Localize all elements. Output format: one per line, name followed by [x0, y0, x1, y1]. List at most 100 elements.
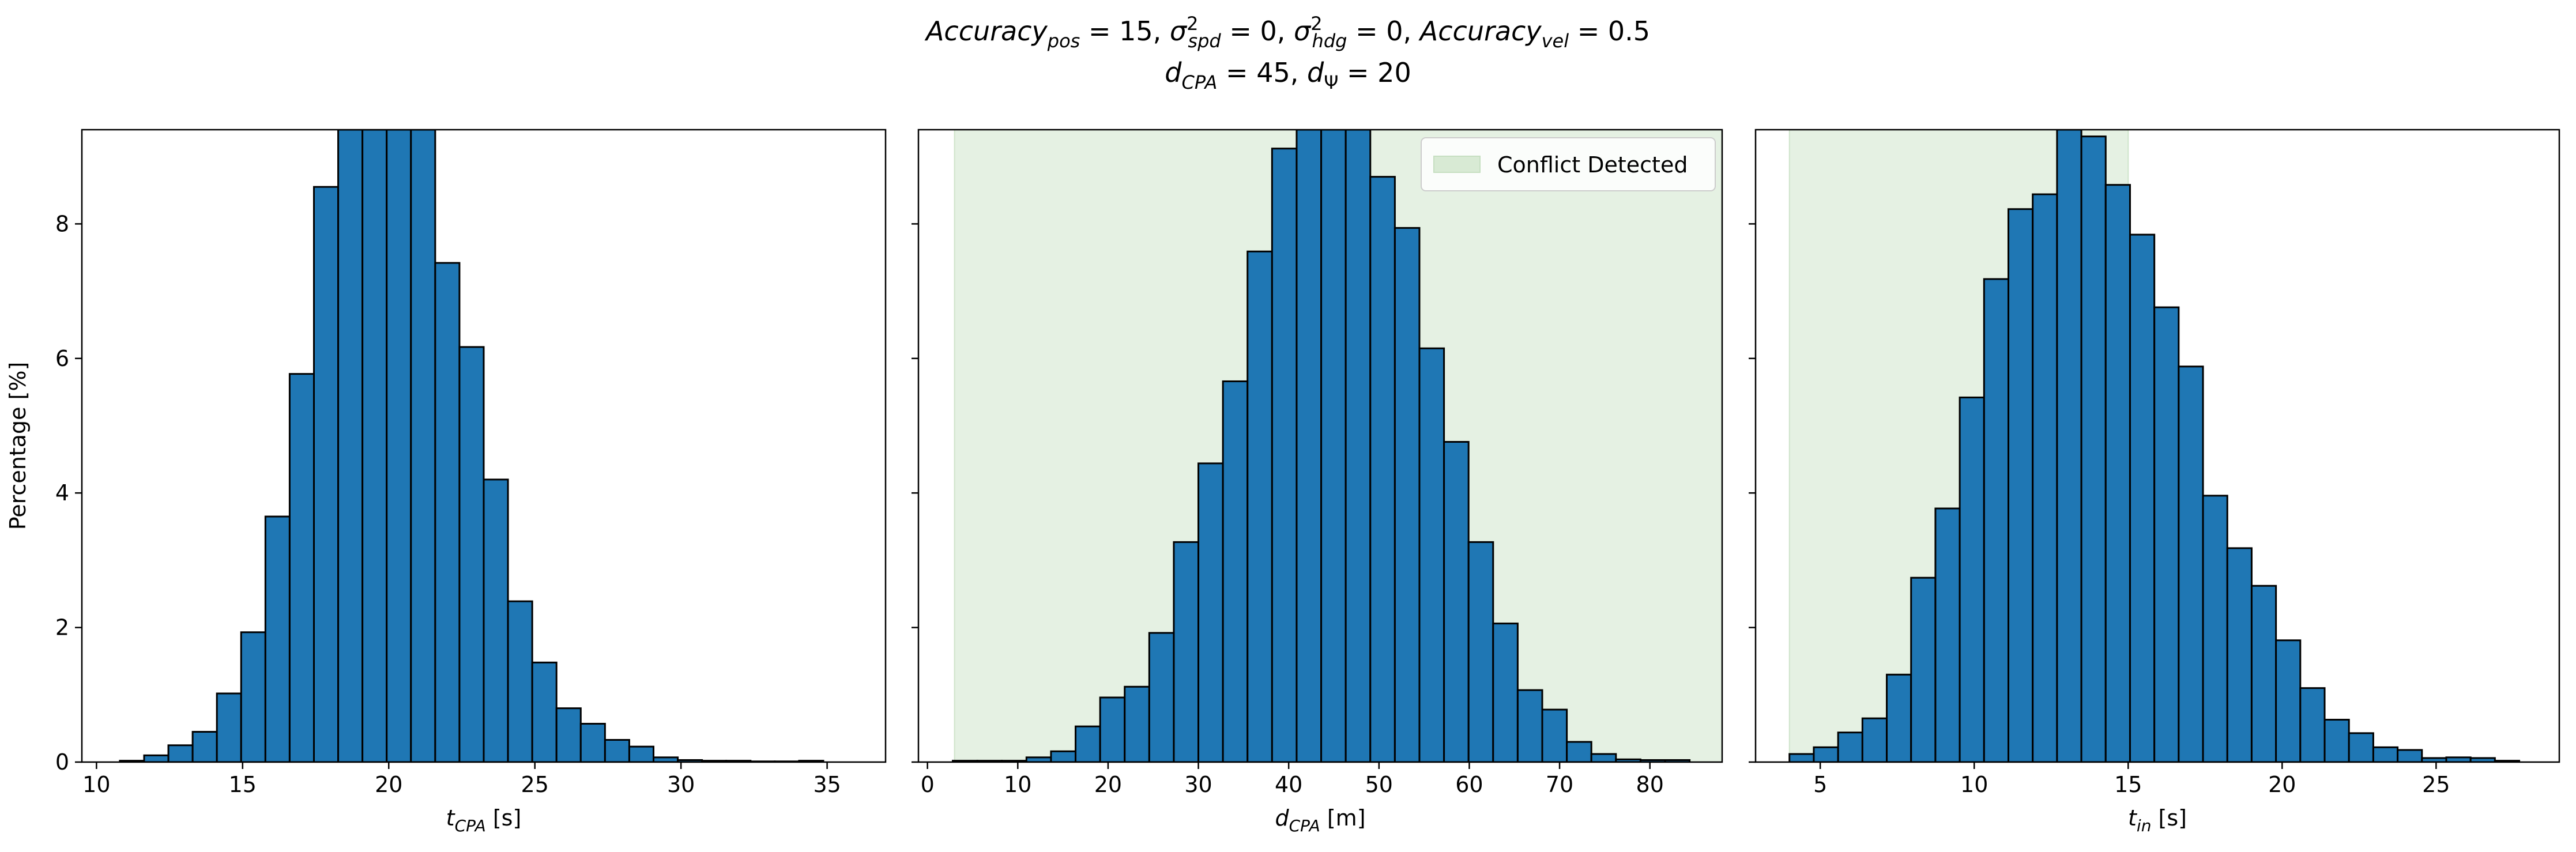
- histogram-bar: [1541, 708, 1568, 762]
- y-tick-label: 6: [55, 346, 69, 371]
- histogram-bar: [1295, 130, 1323, 762]
- histogram-bar: [1566, 741, 1592, 762]
- y-tick-label: 0: [55, 749, 69, 775]
- histogram-bar: [2275, 639, 2302, 762]
- histogram-bar: [191, 730, 218, 762]
- histogram-bar: [1369, 176, 1396, 762]
- histogram-bar: [2080, 135, 2107, 762]
- histogram-bar: [1124, 685, 1150, 762]
- x-tick-label: 10: [82, 772, 110, 797]
- histogram-bar: [1837, 732, 1863, 762]
- histogram-bar: [1197, 462, 1224, 762]
- histogram-bar: [2372, 746, 2399, 762]
- x-tick-label: 25: [2422, 772, 2450, 797]
- histogram-bar: [386, 130, 412, 762]
- histogram-bar: [507, 600, 533, 762]
- histogram-bar: [1418, 347, 1445, 762]
- histogram-bar: [2032, 193, 2058, 762]
- legend: Conflict Detected: [1421, 137, 1716, 191]
- histogram-bar: [1813, 746, 1839, 762]
- histogram-bar: [2202, 495, 2228, 762]
- histogram-bar: [1983, 278, 2009, 762]
- histogram-bar: [1345, 130, 1372, 762]
- histogram-bar: [240, 631, 266, 762]
- x-tick-label: 5: [1813, 772, 1827, 797]
- histogram-bar: [458, 346, 485, 762]
- subplot-1: 10 15 20 25 30 35 0 2 4 6 8 tCPA [s] Percentage [%]: [5, 129, 887, 835]
- histogram-bar: [1099, 696, 1126, 762]
- histogram-bar: [2299, 687, 2326, 762]
- x-tick-label: 30: [1184, 772, 1212, 797]
- y-tick-label: 8: [55, 211, 69, 236]
- x-tick-label: 50: [1365, 772, 1393, 797]
- histogram-bar: [1861, 717, 1888, 762]
- axes-frame: [917, 129, 1723, 763]
- histogram-bar: [1271, 148, 1298, 762]
- x-tick-label: 20: [1094, 772, 1122, 797]
- histogram-bar: [2178, 365, 2204, 762]
- histogram-bar: [312, 186, 340, 762]
- x-tick-label: 10: [1004, 772, 1031, 797]
- histogram-bar: [1320, 130, 1347, 762]
- histogram-bar: [1246, 250, 1273, 762]
- histogram-bar: [531, 661, 558, 762]
- histogram-bar: [143, 754, 170, 762]
- x-tick-label: 15: [2114, 772, 2142, 797]
- x-tick-label: 80: [1636, 772, 1664, 797]
- histogram-bar: [2250, 585, 2277, 762]
- histogram-bar: [2007, 208, 2034, 762]
- histogram-bar: [2129, 233, 2156, 762]
- histogram-bar: [1886, 673, 1912, 762]
- x-tick-label: 20: [375, 772, 402, 797]
- x-tick-label: 15: [229, 772, 257, 797]
- x-tick-label: 60: [1455, 772, 1483, 797]
- plot-area: [1788, 130, 2521, 762]
- plot-area: [119, 130, 824, 762]
- histogram-bar: [1910, 576, 1937, 762]
- histogram-bar: [1050, 750, 1077, 762]
- axes-frame: [1754, 129, 2560, 763]
- histogram-bar: [1590, 753, 1617, 762]
- histogram-bar: [1075, 725, 1101, 762]
- histogram-bar: [2226, 547, 2253, 762]
- x-tick-label: 35: [813, 772, 841, 797]
- figure-title-line2: dCPA = 45, dΨ = 20: [1165, 57, 1411, 93]
- x-tick-label: 25: [521, 772, 549, 797]
- histogram-bar: [604, 738, 630, 762]
- subplot-2: 0 10 20 30 40 50 60 70 80 dCPA [m] Conflict Detect…: [912, 129, 1723, 835]
- histogram-bar: [2104, 184, 2131, 762]
- histogram-bar: [483, 478, 509, 762]
- legend-swatch: [1433, 156, 1481, 173]
- x-tick-label: 10: [1960, 772, 1988, 797]
- histogram-bar: [2056, 130, 2082, 762]
- histogram-bar: [1394, 227, 1421, 762]
- x-axis-label: dCPA [m]: [1275, 805, 1365, 835]
- y-tick-label: 2: [55, 615, 69, 640]
- y-tick-label: 4: [55, 480, 69, 506]
- histogram-bar: [1443, 440, 1470, 762]
- histogram-bar: [1148, 632, 1175, 762]
- axes-frame: [81, 129, 887, 763]
- histogram-bar: [1516, 689, 1543, 762]
- histogram-bar: [1934, 507, 1961, 762]
- histogram-bar: [288, 373, 315, 762]
- histogram-bar: [1492, 623, 1519, 762]
- histogram-bar: [167, 744, 194, 762]
- figure-title-line1: Accuracypos = 15, σ2 spd = 0, σ2 hdg = 0, …: [924, 13, 1650, 52]
- x-tick-label: 70: [1546, 772, 1573, 797]
- histogram-bar: [434, 262, 461, 762]
- histogram-bar: [2397, 749, 2423, 762]
- histogram-bar: [361, 130, 388, 762]
- histogram-bar: [555, 707, 582, 762]
- x-axis-label: tin [s]: [2128, 805, 2187, 835]
- histogram-bar: [2348, 732, 2374, 762]
- legend-label: Conflict Detected: [1497, 152, 1688, 178]
- x-tick-label: 0: [921, 772, 935, 797]
- histogram-bar: [410, 130, 436, 762]
- histogram-bar: [628, 745, 655, 762]
- histogram-bar: [1959, 396, 1985, 762]
- y-axis-label: Percentage [%]: [5, 362, 31, 530]
- histogram-bar: [1788, 753, 1815, 762]
- plot-area: [952, 130, 1722, 762]
